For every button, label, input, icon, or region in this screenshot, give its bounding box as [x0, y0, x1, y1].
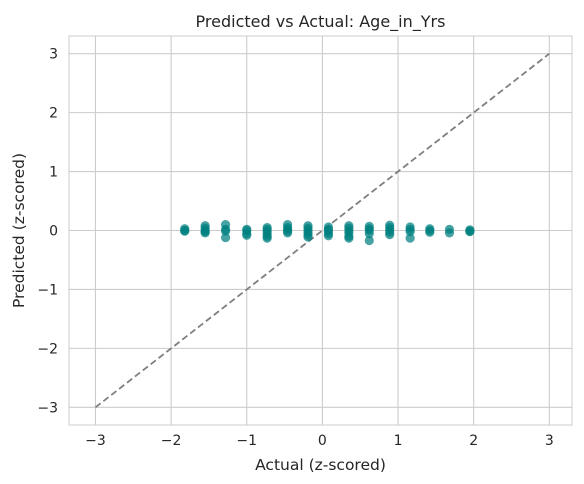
data-point — [344, 233, 354, 243]
data-point — [444, 228, 455, 238]
y-tick-label: −2 — [37, 341, 58, 357]
y-axis-label: Predicted (z-scored) — [10, 153, 28, 308]
x-tick-label: 3 — [545, 433, 554, 449]
y-tick-label: 0 — [49, 224, 58, 240]
reference-line — [94, 52, 550, 409]
y-tick-label: 2 — [49, 106, 58, 122]
reference-line-group — [94, 52, 550, 409]
data-point — [425, 227, 435, 237]
data-point — [364, 228, 374, 239]
data-point — [465, 227, 475, 237]
x-tick-label: −3 — [85, 433, 106, 449]
x-tick-label: −1 — [236, 433, 257, 449]
x-axis-label: Actual (z-scored) — [255, 456, 386, 474]
data-point — [405, 227, 415, 237]
x-tick-label: 0 — [318, 433, 327, 449]
y-tick-label: −3 — [37, 400, 58, 416]
data-point — [282, 228, 293, 238]
data-point — [220, 226, 231, 236]
x-tick-labels: −3 −2 −1 0 1 2 3 — [85, 433, 554, 449]
y-tick-label: 1 — [49, 165, 58, 181]
data-point — [385, 230, 395, 240]
y-tick-labels: −3 −2 −1 0 1 2 3 — [37, 47, 58, 417]
data-point — [180, 225, 190, 236]
data-point — [200, 227, 210, 237]
data-point — [405, 233, 415, 243]
data-points — [180, 220, 475, 246]
data-point — [242, 230, 252, 240]
data-point — [262, 233, 272, 243]
chart-title: Predicted vs Actual: Age_in_Yrs — [196, 12, 446, 32]
y-tick-label: 3 — [49, 47, 58, 63]
grid — [69, 36, 572, 425]
data-point — [364, 235, 374, 246]
x-tick-label: 2 — [469, 433, 478, 449]
data-point — [220, 232, 231, 243]
x-tick-label: −2 — [161, 433, 182, 449]
y-tick-label: −1 — [37, 282, 58, 298]
data-point — [303, 232, 313, 242]
data-point — [323, 231, 334, 241]
x-tick-label: 1 — [394, 433, 403, 449]
